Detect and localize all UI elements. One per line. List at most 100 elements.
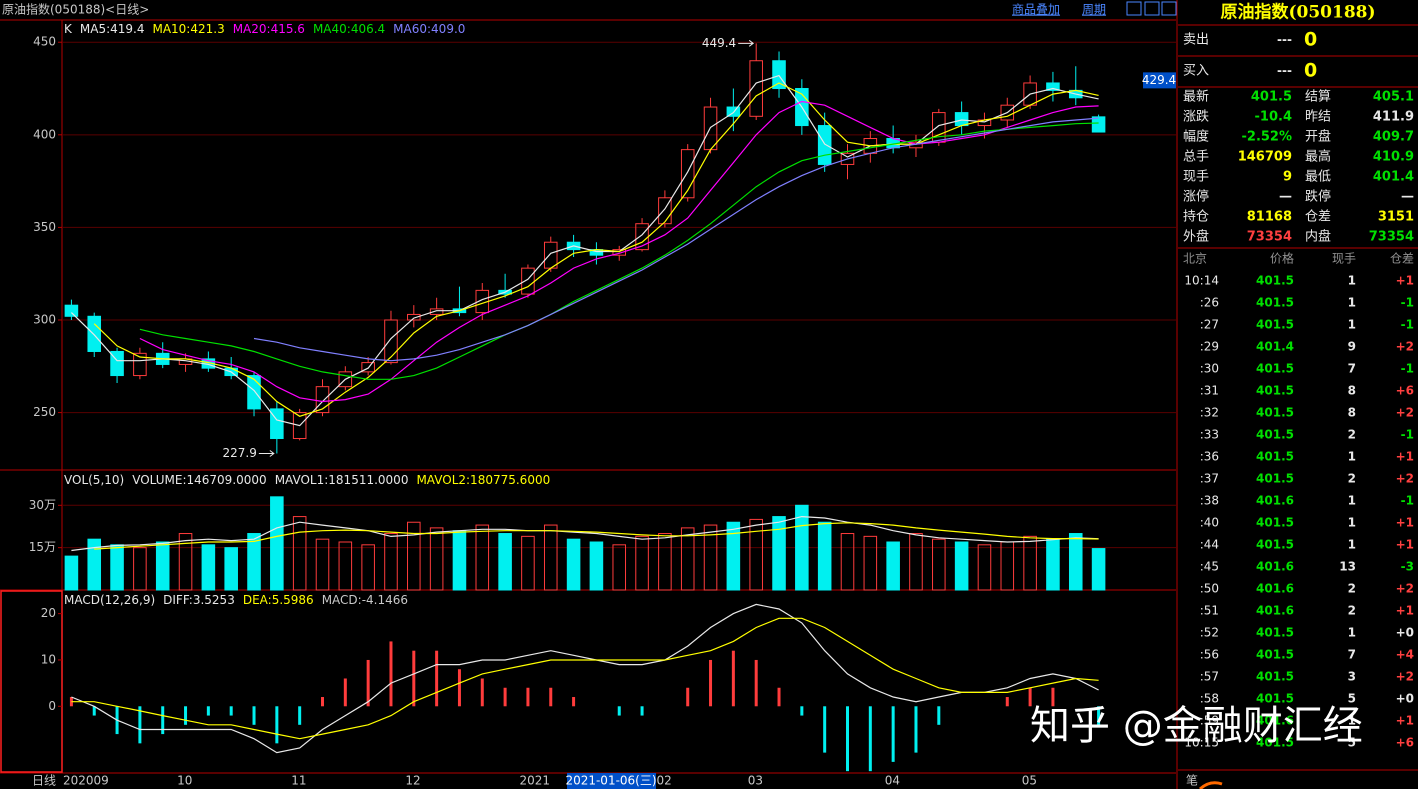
tick-change: -1 xyxy=(1401,296,1414,310)
candle-body xyxy=(407,313,421,321)
volume-bar xyxy=(635,535,649,591)
tick-volume: 13 xyxy=(1339,560,1356,574)
tick-change: +1 xyxy=(1396,274,1414,288)
tick-time: :38 xyxy=(1200,494,1219,508)
tick-price: 401.5 xyxy=(1256,516,1294,530)
ask-price: --- xyxy=(1277,33,1292,47)
tick-price: 401.5 xyxy=(1256,318,1294,332)
volume-bar xyxy=(658,533,672,591)
tick-price: 401.5 xyxy=(1256,670,1294,684)
quote-label: 涨跌 xyxy=(1183,109,1209,125)
tick-change: +6 xyxy=(1396,384,1414,398)
tick-volume: 1 xyxy=(1348,626,1356,640)
quote-label: 结算 xyxy=(1305,90,1331,105)
period-button[interactable]: 周期 xyxy=(1082,3,1106,17)
candle-body xyxy=(1091,116,1106,133)
quote-value: 410.9 xyxy=(1373,150,1414,165)
quote-label: 最新 xyxy=(1183,89,1209,105)
macd-bar xyxy=(389,641,393,707)
tick-time: :33 xyxy=(1200,428,1219,442)
tick-change: +1 xyxy=(1396,604,1414,618)
candle-body xyxy=(817,125,832,165)
x-tick-label: 2021 xyxy=(520,774,551,788)
indicator-legend: MACD(12,26,9) DIFF:3.5253 DEA:5.5986 MACD:-… xyxy=(64,593,408,607)
bid-price: --- xyxy=(1277,64,1292,78)
volume-bar xyxy=(954,541,969,591)
line-series xyxy=(70,74,1099,427)
quote-label: 内盘 xyxy=(1305,229,1331,245)
tick-price: 401.6 xyxy=(1256,494,1294,508)
volume-bar xyxy=(886,541,900,591)
y-tick-label: 400 xyxy=(33,127,56,141)
tick-volume: 9 xyxy=(1348,340,1356,354)
candle-body xyxy=(680,149,695,199)
volume-bar xyxy=(589,541,604,591)
tick-volume: 2 xyxy=(1348,582,1356,596)
quote-label: 昨结 xyxy=(1305,110,1331,125)
tick-change: +1 xyxy=(1396,450,1414,464)
line-series xyxy=(139,100,1099,403)
window-button[interactable] xyxy=(1144,1,1160,16)
bid-label: 买入 xyxy=(1183,64,1209,79)
tick-header: 价格 xyxy=(1270,251,1294,266)
volume-bar xyxy=(429,527,444,591)
quote-label: 总手 xyxy=(1183,150,1209,165)
quote-value: 401.5 xyxy=(1251,90,1292,105)
volume-bar xyxy=(1023,535,1037,591)
tick-price: 401.5 xyxy=(1256,538,1294,552)
quote-value: 3151 xyxy=(1378,210,1414,225)
x-tick-label: 202009 xyxy=(63,774,109,788)
candle-body xyxy=(954,112,969,127)
macd-bar xyxy=(572,697,576,707)
tick-volume: 5 xyxy=(1348,692,1356,706)
quote-label: 最低 xyxy=(1305,170,1331,185)
tick-change: -1 xyxy=(1401,428,1414,442)
indicator-legend: K MA5:419.4 MA10:421.3 MA20:415.6 MA40:406.4… xyxy=(64,22,465,36)
tick-volume: 3 xyxy=(1348,670,1356,684)
line-series xyxy=(71,515,1099,552)
x-tick-label: 12 xyxy=(405,774,420,788)
quote-value: 81168 xyxy=(1247,210,1292,225)
indicator-label: MACD(12,26,9) xyxy=(64,593,155,607)
window-button[interactable] xyxy=(1161,1,1177,16)
macd-bar xyxy=(366,659,370,707)
candle-body xyxy=(429,308,444,315)
macd-bar xyxy=(549,687,553,707)
macd-bar xyxy=(1051,687,1055,707)
y-tick-label: 10 xyxy=(41,652,56,666)
candle-body xyxy=(361,362,375,373)
tick-price: 401.5 xyxy=(1256,362,1294,376)
macd-bar xyxy=(937,706,941,725)
x-tick-label: 11 xyxy=(291,774,306,788)
macd-bar xyxy=(640,706,644,716)
tick-volume: 2 xyxy=(1348,428,1356,442)
quote-value: -10.4 xyxy=(1255,110,1292,125)
volume-bar xyxy=(932,538,946,591)
overlay-button[interactable]: 商品叠加 xyxy=(1012,2,1060,17)
candle-body xyxy=(133,352,147,377)
window-button[interactable] xyxy=(1126,1,1142,16)
indicator-label: K xyxy=(64,22,73,36)
volume-bar xyxy=(407,521,421,591)
x-tick-label: 10 xyxy=(177,774,192,788)
volume-bar xyxy=(133,547,147,591)
legend-entry: MA60:409.0 xyxy=(393,22,465,36)
quote-label: 仓差 xyxy=(1305,210,1331,225)
volume-bar xyxy=(680,527,695,591)
tick-change: +2 xyxy=(1396,340,1414,354)
macd-bar xyxy=(526,687,530,707)
tick-price: 401.6 xyxy=(1256,604,1294,618)
chart-title: 原油指数(050188)<日线> xyxy=(2,2,149,17)
x-tick-label: 02 xyxy=(656,774,671,788)
y-tick-label: 350 xyxy=(33,220,56,234)
tick-volume: 1 xyxy=(1348,516,1356,530)
extreme-arrow xyxy=(258,450,275,457)
macd-bar xyxy=(868,706,872,772)
quote-value: — xyxy=(1279,190,1292,205)
volume-bar xyxy=(155,541,170,591)
extreme-label: 227.9 xyxy=(222,446,256,460)
quote-value: 405.1 xyxy=(1373,90,1414,105)
quote-label: 持仓 xyxy=(1183,210,1209,225)
tick-price: 401.6 xyxy=(1256,714,1294,728)
